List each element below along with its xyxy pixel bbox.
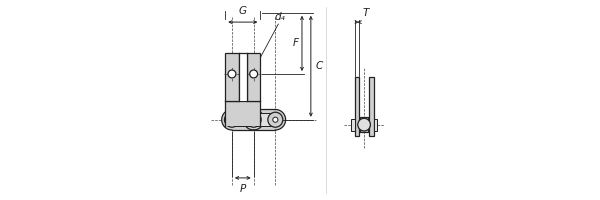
Circle shape — [247, 113, 260, 126]
Circle shape — [224, 112, 239, 127]
Bar — [352, 119, 355, 131]
Bar — [254, 109, 275, 130]
Circle shape — [268, 112, 283, 127]
Circle shape — [228, 70, 236, 78]
Bar — [225, 53, 239, 101]
Text: T: T — [363, 8, 369, 18]
Bar — [225, 101, 260, 126]
Circle shape — [222, 109, 242, 130]
Bar — [232, 113, 254, 126]
Circle shape — [251, 117, 256, 122]
Text: P: P — [239, 184, 246, 194]
Bar — [254, 113, 275, 126]
Circle shape — [358, 118, 370, 131]
Circle shape — [229, 117, 235, 122]
Text: C: C — [316, 61, 323, 71]
Text: d₄: d₄ — [275, 12, 286, 22]
Circle shape — [269, 113, 281, 126]
Bar — [355, 77, 359, 136]
Circle shape — [247, 113, 260, 126]
Bar — [374, 119, 377, 131]
Text: G: G — [239, 6, 247, 16]
Circle shape — [244, 109, 264, 130]
Circle shape — [226, 113, 238, 126]
Bar — [232, 109, 254, 130]
Bar — [369, 77, 374, 136]
Text: F: F — [293, 38, 299, 48]
Circle shape — [273, 117, 278, 122]
Bar — [361, 117, 368, 132]
Bar — [239, 53, 247, 101]
Circle shape — [265, 109, 286, 130]
Circle shape — [246, 112, 261, 127]
Circle shape — [250, 70, 257, 78]
Circle shape — [244, 109, 264, 130]
Bar — [247, 53, 260, 101]
